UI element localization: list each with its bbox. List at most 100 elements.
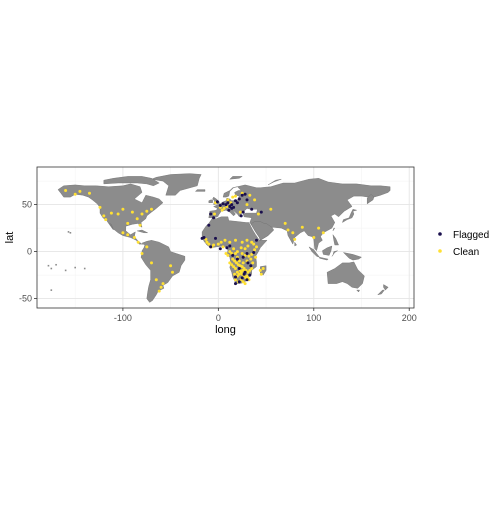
y-tick-label: -50 [19, 294, 32, 304]
point-clean [240, 240, 244, 244]
land-small-island [69, 232, 72, 234]
point-clean [235, 270, 239, 274]
point-clean [233, 259, 237, 263]
point-flagged [243, 192, 247, 196]
point-clean [136, 240, 140, 244]
point-clean [64, 189, 68, 192]
x-tick-label: 100 [306, 313, 321, 323]
point-clean [231, 195, 235, 199]
point-clean [248, 268, 252, 272]
point-flagged [225, 246, 229, 250]
point-clean [238, 210, 242, 214]
point-clean [231, 257, 235, 261]
land-sakhalin-kamchatka [367, 194, 375, 204]
land-europe-asia [208, 178, 391, 251]
x-tick-label: 0 [216, 313, 221, 323]
point-flagged [245, 278, 249, 282]
point-flagged [218, 204, 222, 207]
point-clean [234, 252, 237, 255]
point-clean [224, 252, 228, 255]
land-new-guinea [343, 252, 362, 261]
land-new-zealand-north [383, 284, 389, 291]
point-flagged [241, 210, 245, 214]
point-clean [126, 233, 130, 237]
legend-label-flagged: Flagged [453, 230, 489, 241]
land-sulawesi [331, 250, 338, 257]
land-cuba [136, 229, 148, 234]
point-clean [246, 270, 250, 274]
point-clean [253, 248, 257, 252]
point-flagged [240, 193, 244, 197]
point-clean [154, 278, 158, 282]
point-clean [169, 264, 173, 268]
point-clean [145, 245, 149, 249]
point-clean [228, 250, 232, 254]
point-clean [259, 272, 263, 276]
point-flagged [231, 253, 235, 257]
point-clean [286, 228, 290, 232]
point-flagged [249, 264, 253, 268]
point-clean [312, 236, 316, 239]
land-new-zealand-south [377, 289, 385, 295]
point-flagged [250, 207, 254, 211]
point-flagged [237, 267, 241, 270]
panel-frame [36, 166, 415, 309]
point-clean [109, 211, 113, 215]
point-flagged [245, 198, 249, 202]
x-tick-label: 200 [402, 313, 417, 323]
point-clean [321, 231, 325, 235]
point-clean [132, 236, 136, 239]
land-small-island [47, 264, 50, 267]
point-clean [121, 231, 125, 235]
point-flagged [234, 275, 237, 279]
land-small-island [83, 267, 86, 270]
point-flagged [212, 216, 216, 220]
land-madagascar [260, 265, 267, 276]
point-clean [228, 240, 232, 244]
point-clean [78, 189, 82, 193]
point-clean [98, 205, 102, 209]
land-indonesia-java [319, 257, 329, 261]
point-clean [300, 225, 304, 229]
point-clean [239, 246, 243, 250]
legend-key-flagged [438, 232, 442, 236]
point-clean [317, 226, 321, 230]
point-clean [171, 270, 174, 274]
point-clean [237, 272, 241, 276]
point-clean [240, 252, 244, 255]
point-clean [213, 212, 216, 216]
point-clean [205, 240, 209, 244]
point-clean [140, 212, 144, 216]
point-clean [235, 250, 239, 254]
point-clean [230, 263, 234, 267]
point-flagged [237, 280, 241, 284]
point-flagged [230, 203, 234, 207]
point-clean [212, 243, 216, 247]
point-clean [245, 274, 249, 278]
point-flagged [246, 261, 250, 265]
land-iceland [195, 189, 206, 192]
point-flagged [200, 236, 204, 240]
point-flagged [209, 245, 213, 249]
land-taiwan [332, 227, 335, 232]
point-flagged [226, 201, 230, 205]
land-australia [326, 261, 365, 289]
point-clean [246, 244, 250, 248]
land-canadian-islands [103, 176, 160, 187]
point-flagged [227, 208, 231, 212]
point-clean [234, 194, 237, 198]
point-clean [121, 207, 125, 211]
point-clean [251, 261, 255, 265]
point-clean [135, 217, 139, 221]
point-flagged [215, 200, 219, 204]
point-flagged [241, 255, 245, 259]
land-novaya-zemlya [267, 178, 282, 186]
point-clean [126, 221, 130, 225]
point-flagged [248, 273, 252, 277]
point-flagged [214, 236, 217, 240]
land-arabia-gap-fill [251, 221, 274, 241]
point-clean [88, 191, 91, 195]
point-clean [226, 198, 230, 202]
point-flagged [209, 212, 213, 216]
